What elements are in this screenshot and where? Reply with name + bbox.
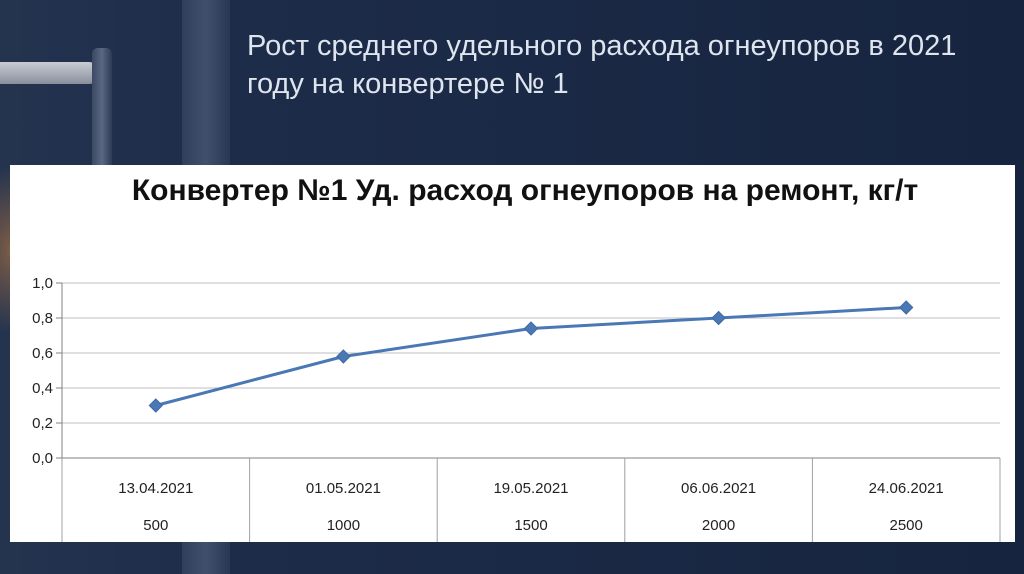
- data-point: [523, 321, 539, 336]
- x-secondary-label: 500: [143, 517, 168, 534]
- line-chart: 0,0 0,2 0,4 0,6 0,8 1,0 13.04.2021 500 01.05.202…: [32, 275, 1001, 542]
- x-secondary-label: 2500: [890, 517, 923, 534]
- y-tick-label: 0,6: [32, 345, 53, 362]
- slide-title: Рост среднего удельного расхода огнеупор…: [247, 30, 957, 100]
- y-tick-label: 1,0: [32, 275, 53, 292]
- x-secondary-label: 1500: [514, 517, 547, 534]
- x-tick-label: 19.05.2021: [493, 480, 568, 497]
- x-secondary-label: 1000: [327, 517, 360, 534]
- y-tick-label: 0,4: [32, 380, 53, 397]
- x-tick-label: 24.06.2021: [869, 480, 944, 497]
- chart-panel: Конвертер №1 Уд. расход огнеупоров на ре…: [10, 165, 1015, 542]
- chart-title: Конвертер №1 Уд. расход огнеупоров на ре…: [131, 174, 919, 207]
- y-tick-label: 0,2: [32, 415, 53, 432]
- data-point: [898, 300, 914, 315]
- y-tick-label: 0,8: [32, 310, 53, 327]
- data-point: [711, 310, 726, 326]
- x-tick-label: 06.06.2021: [681, 480, 756, 497]
- x-tick-label: 13.04.2021: [118, 480, 193, 497]
- decorative-rail: [0, 62, 100, 84]
- data-point: [336, 349, 351, 364]
- x-tick-label: 01.05.2021: [306, 480, 381, 497]
- y-tick-label: 0,0: [32, 450, 53, 467]
- data-point: [148, 398, 164, 413]
- x-secondary-label: 2000: [702, 517, 735, 534]
